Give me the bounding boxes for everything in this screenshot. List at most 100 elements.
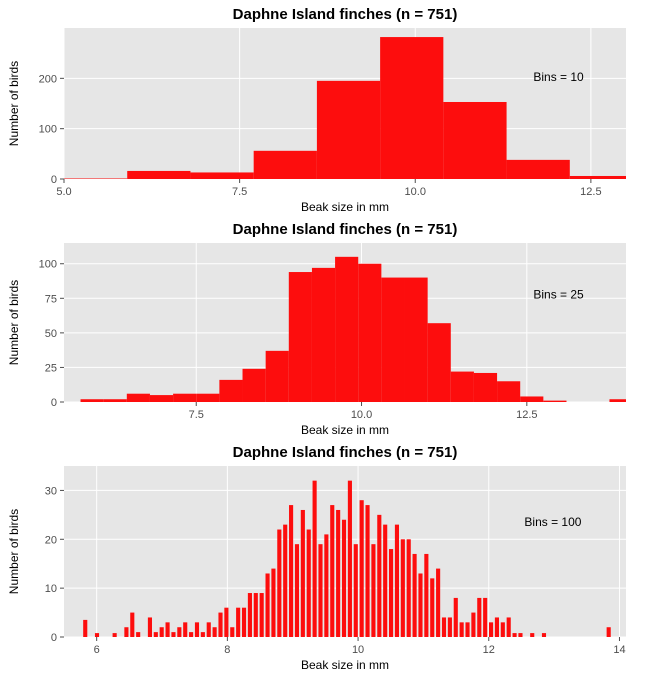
histogram-bar [358, 264, 381, 402]
ytick-label: 50 [45, 328, 57, 340]
xtick-label: 12.5 [516, 409, 537, 421]
histogram-bar [354, 544, 358, 637]
x-axis-label: Beak size in mm [301, 423, 389, 437]
histogram-bar [243, 369, 266, 402]
ytick-label: 100 [39, 124, 57, 136]
histogram-bar [530, 633, 534, 637]
histogram-bar [160, 627, 164, 637]
histogram-bar [607, 627, 611, 637]
histogram-bar [336, 510, 340, 637]
histogram-bar [418, 573, 422, 637]
histogram-bar [405, 278, 428, 402]
bins-annotation: Bins = 25 [533, 288, 584, 302]
histogram-bar [295, 544, 299, 637]
histogram-bar [195, 622, 199, 637]
ytick-label: 30 [45, 485, 57, 497]
histogram-bar [542, 633, 546, 637]
ytick-label: 0 [51, 632, 57, 644]
histogram-bar [171, 632, 175, 637]
histogram-bar [201, 632, 205, 637]
histogram-bar [365, 505, 369, 637]
histogram-bar [407, 539, 411, 637]
histogram-bar [173, 394, 196, 402]
histogram-bar [424, 554, 428, 637]
histogram-bar [219, 380, 242, 402]
ytick-label: 100 [39, 259, 57, 271]
histogram-bar [130, 613, 134, 637]
xtick-label: 7.5 [189, 409, 204, 421]
histogram-bar [442, 617, 446, 637]
histogram-bar [127, 171, 190, 179]
histogram-bar [474, 373, 497, 402]
histogram-bar [489, 622, 493, 637]
histogram-bar [81, 399, 104, 402]
histogram-svg: 01002005.07.510.012.5Daphne Island finch… [0, 0, 640, 215]
histogram-bar [451, 372, 474, 402]
histogram-svg: 010203068101214Daphne Island finches (n … [0, 438, 640, 673]
histogram-bar [448, 617, 452, 637]
histogram-bar [430, 578, 434, 637]
histogram-bar [127, 394, 150, 402]
histogram-bar [148, 617, 152, 637]
bins-annotation: Bins = 100 [524, 515, 581, 529]
ytick-label: 20 [45, 534, 57, 546]
histogram-svg: 02550751007.510.012.5Daphne Island finch… [0, 215, 640, 438]
histogram-bar [330, 505, 334, 637]
histogram-bar [271, 569, 275, 637]
histogram-bar [471, 613, 475, 637]
histogram-bar [218, 613, 222, 637]
ytick-label: 75 [45, 293, 57, 305]
histogram-bar [443, 102, 506, 179]
histogram-bar [318, 544, 322, 637]
histogram-bar [266, 573, 270, 637]
histogram-bar [248, 593, 252, 637]
histogram-bar [213, 627, 217, 637]
histogram-bar [289, 505, 293, 637]
histogram-bar [460, 622, 464, 637]
xtick-label: 5.0 [56, 186, 71, 198]
xtick-label: 7.5 [232, 186, 247, 198]
histogram-bar [317, 81, 380, 179]
histogram-bar [224, 608, 228, 637]
histogram-bar [380, 37, 443, 179]
histogram-bar [190, 172, 253, 179]
histogram-bar [166, 622, 170, 637]
xtick-label: 10.0 [405, 186, 426, 198]
histogram-bar [395, 525, 399, 637]
histogram-bar [501, 622, 505, 637]
histogram-bar [324, 534, 328, 637]
histogram-bar [513, 633, 517, 637]
histogram-bar [260, 593, 264, 637]
histogram-bar [113, 633, 117, 637]
bins-annotation: Bins = 10 [533, 70, 584, 84]
histogram-bar [177, 627, 181, 637]
ytick-label: 0 [51, 174, 57, 186]
ytick-label: 0 [51, 397, 57, 409]
histogram-panel-1: 02550751007.510.012.5Daphne Island finch… [0, 215, 650, 438]
histogram-bar [254, 593, 258, 637]
histogram-bar [483, 598, 487, 637]
histogram-bar [335, 257, 358, 402]
xtick-label: 12.5 [580, 186, 601, 198]
xtick-label: 10.0 [351, 409, 372, 421]
histogram-bar [207, 622, 211, 637]
histogram-bar [477, 598, 481, 637]
y-axis-label: Number of birds [7, 280, 21, 365]
histogram-bar [124, 627, 128, 637]
histogram-bar [283, 525, 287, 637]
histogram-bar [136, 632, 140, 637]
chart-title: Daphne Island finches (n = 751) [233, 221, 458, 238]
ytick-label: 200 [39, 73, 57, 85]
histogram-bar [428, 323, 451, 402]
histogram-panel-2: 010203068101214Daphne Island finches (n … [0, 438, 650, 673]
chart-stack: 01002005.07.510.012.5Daphne Island finch… [0, 0, 650, 673]
histogram-bar [312, 268, 335, 402]
histogram-bar [401, 539, 405, 637]
histogram-bar [383, 525, 387, 637]
xtick-label: 12 [483, 644, 495, 656]
histogram-bar [609, 399, 626, 402]
histogram-bar [254, 151, 317, 179]
histogram-bar [381, 278, 404, 402]
histogram-bar [360, 500, 364, 637]
histogram-panel-0: 01002005.07.510.012.5Daphne Island finch… [0, 0, 650, 215]
